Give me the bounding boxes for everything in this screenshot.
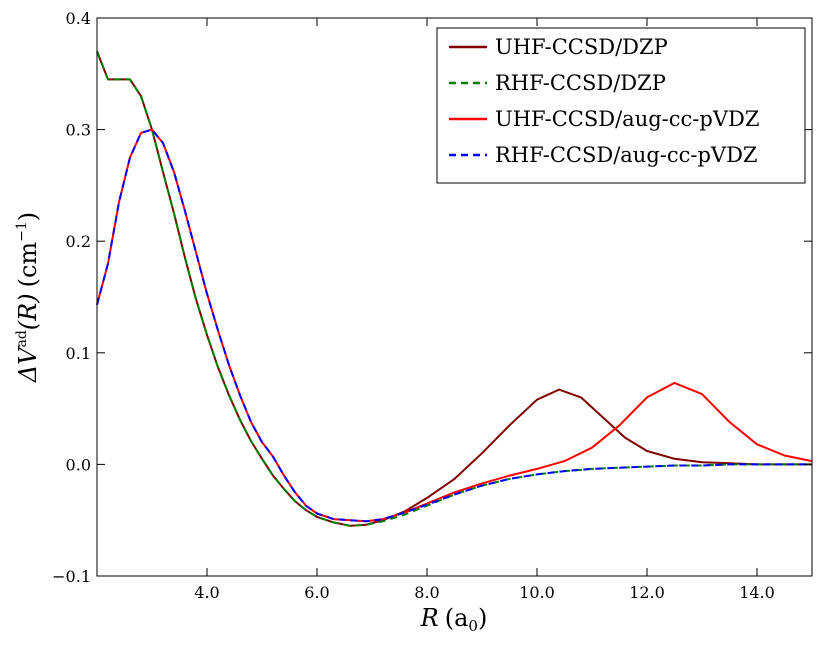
series-line-rhf-ccsd-dzp	[96, 51, 812, 527]
y-axis-label: ΔVad(R) (cm−1)	[14, 212, 42, 383]
y-label-units: (cm	[14, 242, 42, 288]
y-tick-label: 0.4	[66, 9, 91, 28]
legend-box	[436, 27, 806, 184]
y-tick-label: −0.1	[52, 567, 91, 586]
y-tick-label: 0.2	[66, 232, 91, 251]
x-tick-label: 14.0	[739, 583, 775, 602]
y-label-close: )	[14, 212, 42, 221]
x-tick-label: 10.0	[519, 583, 555, 602]
x-tick-label: 12.0	[629, 583, 665, 602]
x-tick-label: 6.0	[304, 583, 329, 602]
x-label-close: )	[478, 604, 487, 632]
y-tick-label: 0.1	[66, 344, 91, 363]
x-tick-label: 8.0	[414, 583, 439, 602]
x-label-units: (a	[445, 604, 469, 632]
series-line-rhf-ccsd-aug-cc-pvdz	[96, 128, 812, 523]
y-label-unit-sup: −1	[14, 221, 30, 242]
y-label-sup: ad	[14, 330, 30, 347]
legend-label: UHF-CCSD/aug-cc-pVDZ	[495, 107, 759, 131]
y-tick-label: 0.0	[66, 455, 91, 474]
y-label-arg: (R)	[14, 293, 42, 330]
legend-entries: UHF-CCSD/DZP RHF-CCSD/DZP UHF-CCSD/aug-cc-…	[449, 35, 759, 167]
ticks-layer: 4.0 6.0 8.0 10.0 12.0 14.0 −0.1 0.0 0.1 0.2 0.3 0.4	[52, 9, 812, 602]
x-tick-label: 4.0	[194, 583, 219, 602]
series-layer	[96, 51, 813, 527]
plot-frame	[96, 17, 813, 577]
y-tick-label: 0.3	[66, 121, 91, 140]
x-label-sub: 0	[468, 617, 478, 635]
legend-label: RHF-CCSD/DZP	[495, 71, 666, 95]
x-axis-label: R (a0)	[420, 604, 488, 635]
x-label-main: R	[420, 604, 439, 632]
y-label-prefix: ΔV	[14, 345, 42, 383]
legend-label: RHF-CCSD/aug-cc-pVDZ	[495, 143, 758, 167]
legend-label: UHF-CCSD/DZP	[495, 35, 668, 59]
legend: UHF-CCSD/DZP RHF-CCSD/DZP UHF-CCSD/aug-cc-…	[436, 27, 806, 184]
